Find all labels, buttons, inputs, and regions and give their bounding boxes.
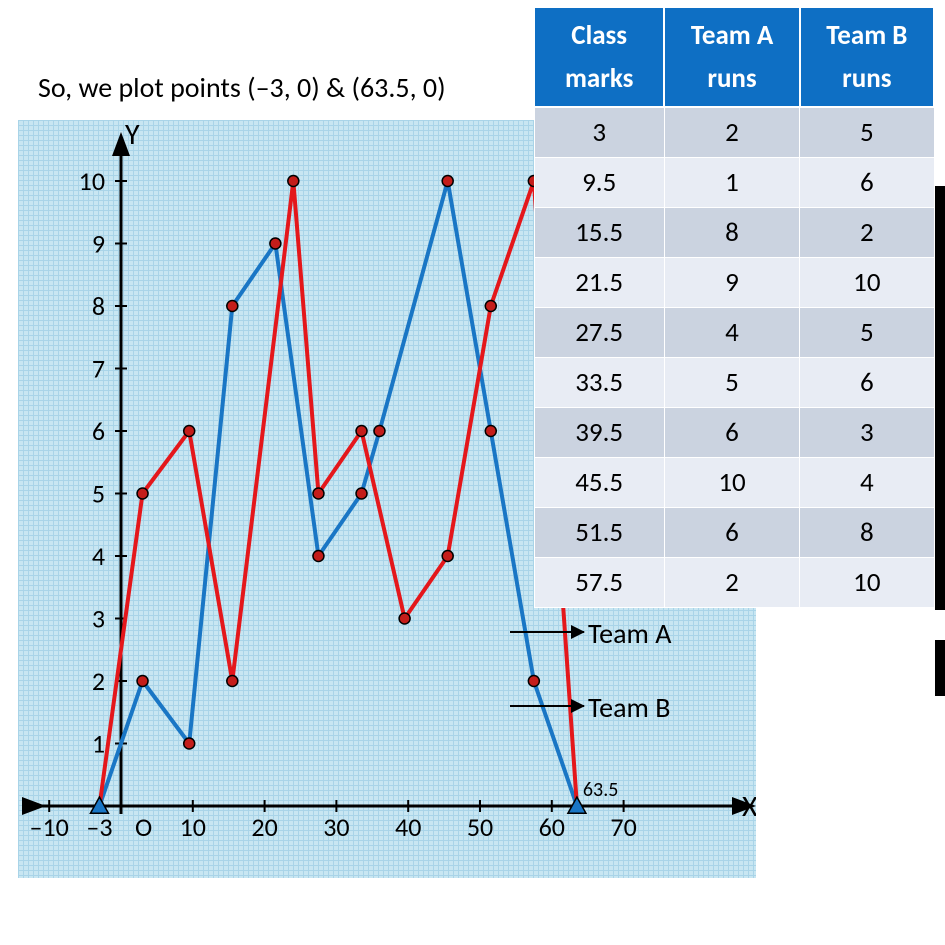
svg-text:4: 4 — [92, 540, 105, 572]
svg-text:60: 60 — [539, 811, 565, 843]
svg-text:O: O — [135, 811, 152, 843]
table-header: Class marks Team A runs Team B runs — [534, 7, 934, 107]
svg-text:7: 7 — [92, 353, 105, 385]
svg-text:–3: –3 — [86, 811, 112, 843]
data-table: Class marks Team A runs Team B runs 3259… — [533, 6, 935, 608]
svg-text:3: 3 — [92, 603, 105, 635]
svg-text:50: 50 — [467, 811, 493, 843]
svg-text:6: 6 — [92, 415, 105, 447]
table-body: 3259.51615.58221.591027.54533.55639.5634… — [534, 107, 934, 608]
svg-text:40: 40 — [395, 811, 421, 843]
svg-text:20: 20 — [251, 811, 277, 843]
svg-text:Y: Y — [125, 120, 140, 153]
svg-text:10: 10 — [79, 165, 105, 197]
svg-text:30: 30 — [323, 811, 349, 843]
table-row: 15.582 — [534, 208, 934, 258]
table-row: 325 — [534, 107, 934, 158]
svg-text:63.5: 63.5 — [583, 778, 618, 802]
legend-arrow-a — [510, 631, 584, 633]
table-row: 21.5910 — [534, 258, 934, 308]
table-row: 57.5210 — [534, 558, 934, 608]
legend-arrow-b — [510, 705, 584, 707]
svg-text:2: 2 — [92, 665, 105, 697]
svg-text:10: 10 — [180, 811, 206, 843]
svg-text:9: 9 — [92, 228, 105, 260]
svg-text:5: 5 — [92, 478, 105, 510]
col-team-a: Team A runs — [664, 7, 799, 107]
svg-text:1: 1 — [92, 728, 105, 760]
table-row: 51.568 — [534, 508, 934, 558]
col-class-marks: Class marks — [534, 7, 664, 107]
legend-team-b: Team B — [588, 690, 670, 725]
svg-text:–10: –10 — [30, 811, 69, 843]
table-row: 9.516 — [534, 158, 934, 208]
svg-text:70: 70 — [610, 811, 636, 843]
table-row: 45.5104 — [534, 458, 934, 508]
table-row: 27.545 — [534, 308, 934, 358]
caption-text: So, we plot points (–3, 0) & (63.5, 0) — [38, 70, 446, 105]
col-team-b: Team B runs — [800, 7, 934, 107]
table-row: 33.556 — [534, 358, 934, 408]
svg-text:X: X — [742, 788, 756, 825]
decorative-strip-2 — [935, 640, 945, 696]
svg-text:8: 8 — [92, 290, 105, 322]
table-row: 39.563 — [534, 408, 934, 458]
legend-team-a: Team A — [588, 616, 671, 651]
decorative-strip-1 — [935, 186, 945, 610]
